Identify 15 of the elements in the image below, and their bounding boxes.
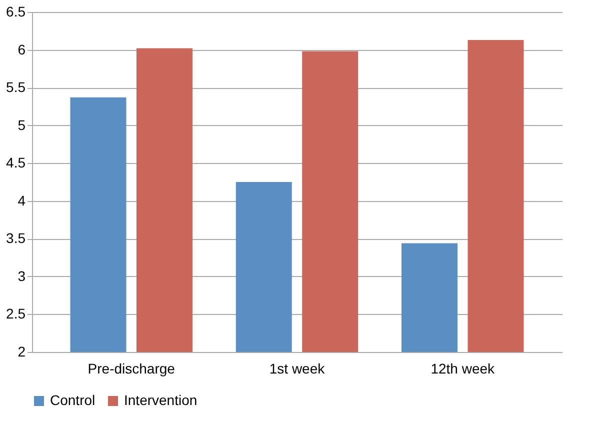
y-tick-label: 5.5 (6, 79, 26, 96)
x-tick-label: 12th week (430, 360, 496, 376)
legend-label: Intervention (124, 392, 198, 408)
y-tick-label: 6 (18, 41, 26, 58)
y-tick-label: 6.5 (6, 4, 26, 20)
y-tick-label: 3.5 (6, 230, 26, 246)
x-tick-label: 1st week (269, 360, 326, 376)
x-tick-label: Pre-discharge (88, 360, 176, 376)
y-tick-label: 4 (18, 192, 26, 208)
y-tick-label: 5 (18, 116, 26, 133)
y-tick-label: 2 (18, 344, 26, 360)
y-tick-label: 2.5 (6, 306, 26, 322)
legend-label: Control (50, 392, 96, 408)
y-tick-label: 4.5 (6, 154, 26, 171)
y-tick-label: 3 (18, 268, 26, 284)
